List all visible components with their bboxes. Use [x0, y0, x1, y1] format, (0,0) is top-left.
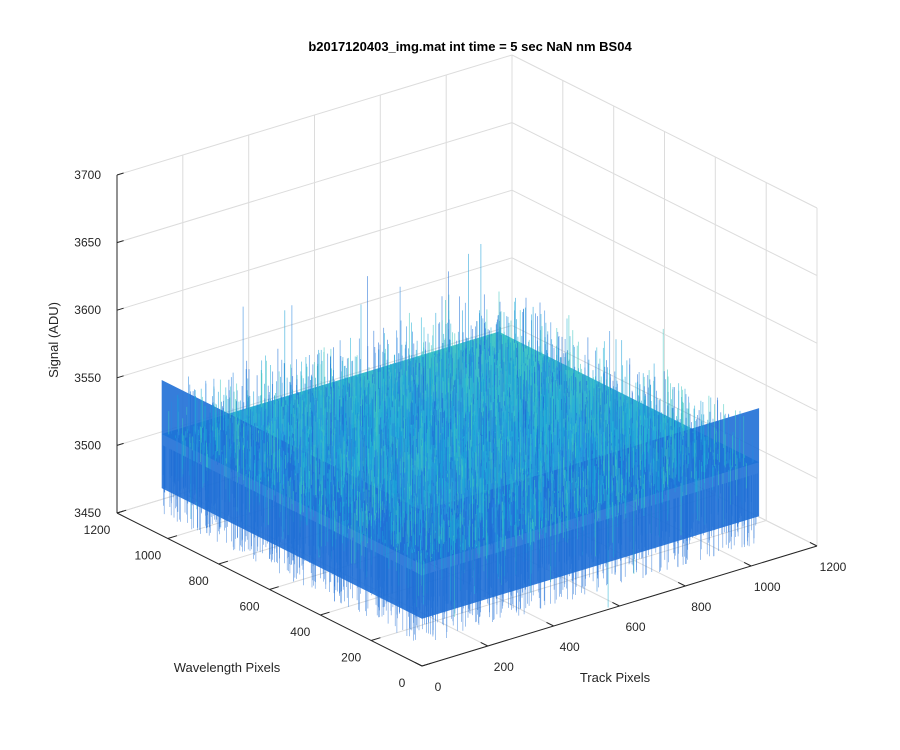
grid-line — [511, 189, 818, 344]
grid-line — [511, 54, 818, 209]
surface-mesh — [161, 244, 760, 641]
grid-line — [511, 257, 818, 412]
grid-line — [116, 189, 513, 311]
grid-line — [116, 122, 513, 244]
grid-line — [511, 122, 818, 277]
grid-line — [116, 54, 513, 176]
grid-line — [116, 257, 513, 379]
grid-line — [371, 520, 767, 641]
